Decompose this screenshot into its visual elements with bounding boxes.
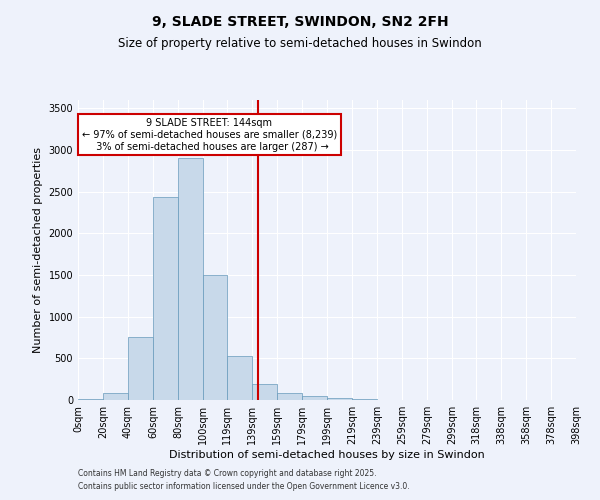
Bar [128,336,153,400]
Bar [252,384,277,400]
Y-axis label: Number of semi-detached properties: Number of semi-detached properties [33,147,43,353]
Bar [327,398,352,400]
Text: Contains public sector information licensed under the Open Government Licence v3: Contains public sector information licen… [78,482,410,491]
Bar [103,393,128,400]
Bar [302,396,327,400]
Text: Size of property relative to semi-detached houses in Swindon: Size of property relative to semi-detach… [118,38,482,51]
Bar [277,394,302,400]
Text: 9, SLADE STREET, SWINDON, SN2 2FH: 9, SLADE STREET, SWINDON, SN2 2FH [152,15,448,29]
Bar [78,399,103,400]
Bar [153,196,178,400]
Bar [203,275,227,400]
Text: Contains HM Land Registry data © Crown copyright and database right 2025.: Contains HM Land Registry data © Crown c… [78,468,377,477]
X-axis label: Distribution of semi-detached houses by size in Swindon: Distribution of semi-detached houses by … [169,450,485,460]
Bar [178,158,203,400]
Bar [227,356,252,400]
Text: 9 SLADE STREET: 144sqm
← 97% of semi-detached houses are smaller (8,239)
  3% of: 9 SLADE STREET: 144sqm ← 97% of semi-det… [82,118,337,152]
